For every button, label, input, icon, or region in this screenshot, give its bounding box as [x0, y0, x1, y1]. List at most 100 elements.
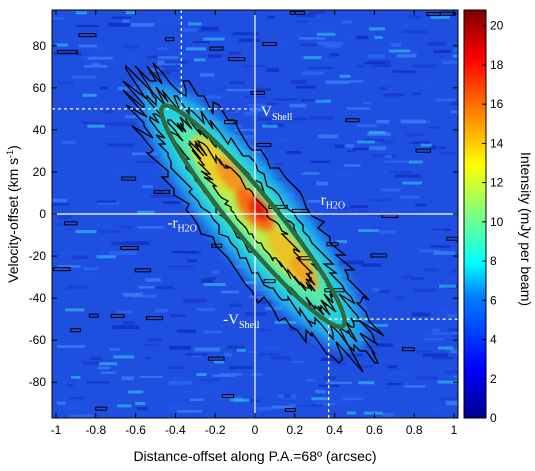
- noise-streak: [182, 299, 208, 303]
- noise-streak-bright: [369, 130, 386, 134]
- noise-streak: [325, 206, 353, 210]
- noise-streak: [433, 230, 446, 235]
- noise-streak-bright: [339, 74, 351, 78]
- noise-streak: [422, 353, 449, 357]
- noise-streak: [136, 167, 154, 170]
- noise-streak: [342, 397, 364, 400]
- noise-streak: [314, 129, 326, 132]
- noise-streak: [162, 65, 186, 68]
- noise-streak: [372, 288, 380, 292]
- noise-streak: [137, 406, 148, 411]
- noise-streak-bright: [316, 32, 336, 36]
- noise-streak-bright: [113, 355, 135, 359]
- noise-streak: [83, 267, 98, 270]
- noise-streak: [124, 45, 139, 49]
- noise-streak-bright: [127, 390, 144, 394]
- colorbar-tick-label: 4: [490, 333, 497, 347]
- noise-streak: [99, 86, 109, 90]
- colorbar-tick-label: 2: [490, 372, 497, 386]
- noise-contour: [262, 41, 277, 46]
- noise-contour: [134, 268, 152, 273]
- noise-streak-bright: [75, 11, 87, 15]
- noise-streak: [410, 277, 425, 280]
- noise-streak: [380, 188, 401, 192]
- noise-streak: [381, 412, 394, 417]
- noise-streak: [67, 366, 75, 370]
- noise-streak: [329, 53, 339, 57]
- noise-streak: [168, 345, 192, 350]
- noise-streak: [358, 209, 370, 213]
- noise-streak: [303, 171, 320, 175]
- noise-streak: [176, 329, 196, 333]
- noise-streak: [431, 357, 454, 360]
- noise-streak: [413, 288, 436, 293]
- noise-streak: [437, 58, 456, 61]
- noise-streak: [317, 134, 338, 139]
- noise-streak: [259, 300, 273, 304]
- noise-streak-bright: [203, 282, 226, 286]
- noise-streak: [183, 28, 201, 32]
- noise-streak: [78, 44, 98, 48]
- noise-streak: [447, 314, 458, 317]
- noise-streak: [89, 357, 103, 361]
- noise-streak-bright: [135, 402, 146, 406]
- noise-streak: [414, 141, 431, 145]
- y-tick-label: 80: [33, 39, 47, 53]
- noise-contour: [250, 90, 265, 95]
- noise-streak: [433, 49, 451, 54]
- noise-streak-bright: [357, 140, 375, 144]
- noise-streak: [443, 333, 453, 338]
- noise-streak: [123, 57, 142, 61]
- noise-streak-bright: [213, 360, 225, 364]
- noise-streak: [165, 180, 177, 185]
- noise-streak: [272, 98, 298, 101]
- noise-streak: [171, 250, 198, 254]
- noise-streak: [433, 250, 456, 255]
- colorbar-tick-label: 8: [490, 254, 497, 268]
- noise-streak: [448, 333, 458, 338]
- noise-streak: [439, 146, 446, 149]
- noise-streak-bright: [262, 124, 278, 128]
- noise-streak: [300, 99, 326, 102]
- y-axis-title: Velocity-offset (km s-1): [5, 145, 21, 283]
- noise-streak: [96, 200, 117, 203]
- noise-contour: [263, 279, 276, 284]
- noise-streak: [259, 329, 274, 332]
- noise-streak: [356, 35, 369, 40]
- noise-streak: [454, 375, 458, 378]
- noise-streak: [109, 348, 120, 351]
- noise-streak: [387, 365, 398, 369]
- noise-streak: [424, 338, 445, 341]
- x-axis-title: Distance-offset along P.A.=68º (arcsec): [133, 448, 376, 464]
- x-tick-label: 0.4: [326, 423, 343, 437]
- noise-streak: [266, 68, 280, 73]
- y-axis-title-close: ): [5, 145, 21, 150]
- noise-streak: [250, 107, 264, 112]
- noise-streak: [177, 86, 186, 90]
- noise-streak: [447, 328, 458, 332]
- noise-streak: [302, 71, 325, 75]
- noise-streak: [395, 292, 405, 296]
- noise-streak: [315, 402, 335, 406]
- noise-streak: [101, 109, 114, 114]
- noise-streak-bright: [311, 397, 330, 401]
- noise-contour: [228, 57, 246, 62]
- noise-streak: [232, 32, 259, 36]
- noise-streak: [96, 224, 112, 227]
- noise-streak: [418, 249, 441, 253]
- noise-streak: [412, 92, 421, 95]
- noise-streak: [131, 283, 159, 287]
- noise-streak: [308, 66, 333, 70]
- noise-streak-bright: [402, 181, 422, 185]
- noise-streak: [377, 230, 396, 234]
- y-tick-label: -60: [29, 333, 47, 347]
- noise-streak: [291, 326, 304, 330]
- noise-streak-bright: [117, 404, 132, 408]
- noise-streak-bright: [336, 240, 347, 244]
- noise-streak: [226, 89, 255, 92]
- noise-streak: [131, 152, 158, 156]
- noise-streak: [247, 350, 258, 354]
